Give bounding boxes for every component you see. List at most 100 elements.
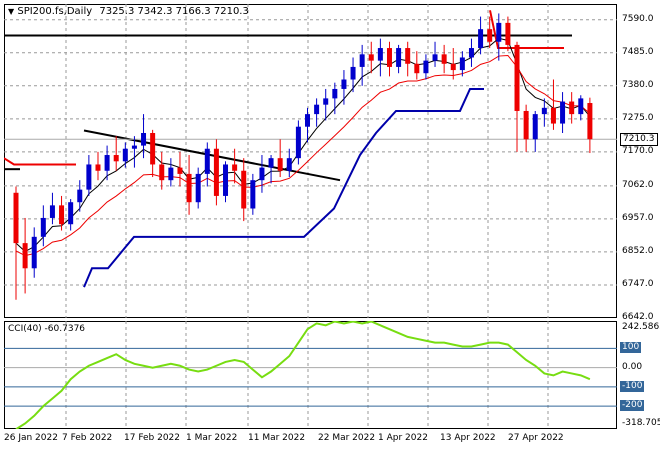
candle-body	[13, 192, 19, 244]
time-tick-label: 7 Feb 2022	[62, 433, 113, 443]
candle-body	[286, 158, 292, 171]
candle-body	[487, 29, 493, 42]
cci-chart	[4, 321, 617, 429]
price-tick-label: 6852.0	[622, 245, 654, 256]
candle-body	[323, 98, 329, 105]
candle-body	[159, 164, 165, 181]
time-tick-label: 17 Feb 2022	[124, 433, 181, 443]
candle-body	[341, 79, 347, 89]
candle-body	[514, 44, 520, 111]
candle-body	[377, 48, 383, 61]
candle-body	[277, 158, 283, 171]
indicator-title: CCI(40) -60.7376	[8, 324, 86, 334]
candle-body	[332, 88, 338, 99]
candle-body	[213, 148, 219, 196]
slow-ma-line	[15, 54, 591, 257]
candle-body	[368, 54, 374, 61]
candle-body	[359, 54, 365, 67]
candle-body	[314, 104, 320, 115]
candle-body	[68, 202, 74, 225]
time-tick-label: 27 Apr 2022	[508, 433, 564, 443]
candle-body	[414, 63, 420, 74]
candle-body	[569, 101, 575, 115]
time-tick-label: 1 Mar 2022	[186, 433, 238, 443]
candle-body	[141, 132, 147, 146]
cci-tick-label: -100	[620, 380, 645, 392]
cci-tick-label: -318.7059	[622, 418, 660, 428]
candle-body	[104, 155, 110, 171]
candle-body	[560, 101, 566, 124]
candle-body	[241, 170, 247, 209]
candle-body	[550, 107, 556, 124]
cci-tick-label: -200	[620, 400, 645, 412]
candle-body	[350, 66, 356, 80]
cci-tick-label: 100	[620, 342, 642, 354]
time-tick-label: 11 Mar 2022	[248, 433, 306, 443]
time-tick-label: 26 Jan 2022	[4, 433, 58, 443]
candle-body	[250, 180, 256, 209]
candle-body	[396, 48, 402, 67]
candle-body	[186, 173, 192, 203]
candle-body	[468, 48, 474, 58]
candle-body	[541, 107, 547, 115]
triangle-down-icon[interactable]: ▼	[8, 7, 15, 16]
price-tick-label: 7062.0	[622, 179, 654, 190]
candle-body	[49, 205, 55, 218]
candle-body	[59, 205, 65, 225]
price-tick-label: 6747.0	[622, 278, 654, 289]
candle-body	[259, 167, 265, 181]
candle-body	[496, 22, 502, 42]
candle-body	[268, 158, 274, 168]
candle-body	[40, 217, 46, 237]
price-tick-label: 6642.0	[622, 312, 654, 322]
candle-body	[386, 48, 392, 67]
candle-body	[478, 29, 484, 49]
time-tick-label: 13 Apr 2022	[440, 433, 496, 443]
candle-body	[22, 243, 28, 269]
candle-body	[432, 54, 438, 61]
cci-line	[15, 321, 591, 429]
candle-body	[450, 63, 456, 71]
candle-body	[195, 173, 201, 203]
candle-body	[150, 132, 156, 165]
lower-channel-line	[83, 87, 484, 288]
candle-body	[168, 167, 174, 181]
fast-ma-line	[15, 37, 591, 253]
time-tick-label: 22 Mar 2022	[318, 433, 376, 443]
symbol-timeframe: SPI200.fs,Daily	[17, 6, 93, 17]
candle-body	[423, 60, 429, 74]
candle-body	[523, 110, 529, 140]
candle-body	[204, 148, 210, 174]
ohlc-readout: 7325.3 7342.3 7166.3 7210.3	[99, 6, 249, 17]
time-tick-label: 1 Apr 2022	[378, 433, 428, 443]
price-tick-label: 7485.0	[622, 46, 654, 57]
candle-body	[305, 114, 310, 127]
candle-body	[459, 57, 465, 71]
candle-body	[77, 189, 83, 203]
indicator-panel	[4, 321, 617, 429]
price-tick-label: 7380.0	[622, 79, 654, 90]
ma-step-right	[489, 10, 564, 50]
cci-tick-label: 242.5865	[622, 322, 660, 332]
candle-body	[86, 164, 92, 190]
short-ma-step-left	[4, 157, 76, 166]
candle-body	[232, 164, 238, 171]
price-tick-label: 7590.0	[622, 13, 654, 24]
candle-body	[505, 22, 511, 45]
candle-body	[113, 155, 119, 162]
candle-body	[295, 126, 301, 159]
candle-body	[532, 114, 538, 140]
candle-body	[95, 164, 101, 171]
price-tick-label: 7170.0	[622, 145, 654, 156]
candle-body	[131, 145, 137, 149]
candle-body	[177, 167, 183, 174]
cci-tick-label: 0.00	[622, 361, 643, 372]
candle-body	[223, 164, 229, 196]
price-chart	[4, 4, 617, 318]
current-price-tag: 7210.3	[620, 133, 658, 146]
candle-body	[122, 148, 128, 162]
candle-body	[578, 98, 584, 115]
candle-body	[587, 103, 593, 140]
candle-body	[441, 54, 447, 64]
candle-body	[31, 236, 37, 269]
